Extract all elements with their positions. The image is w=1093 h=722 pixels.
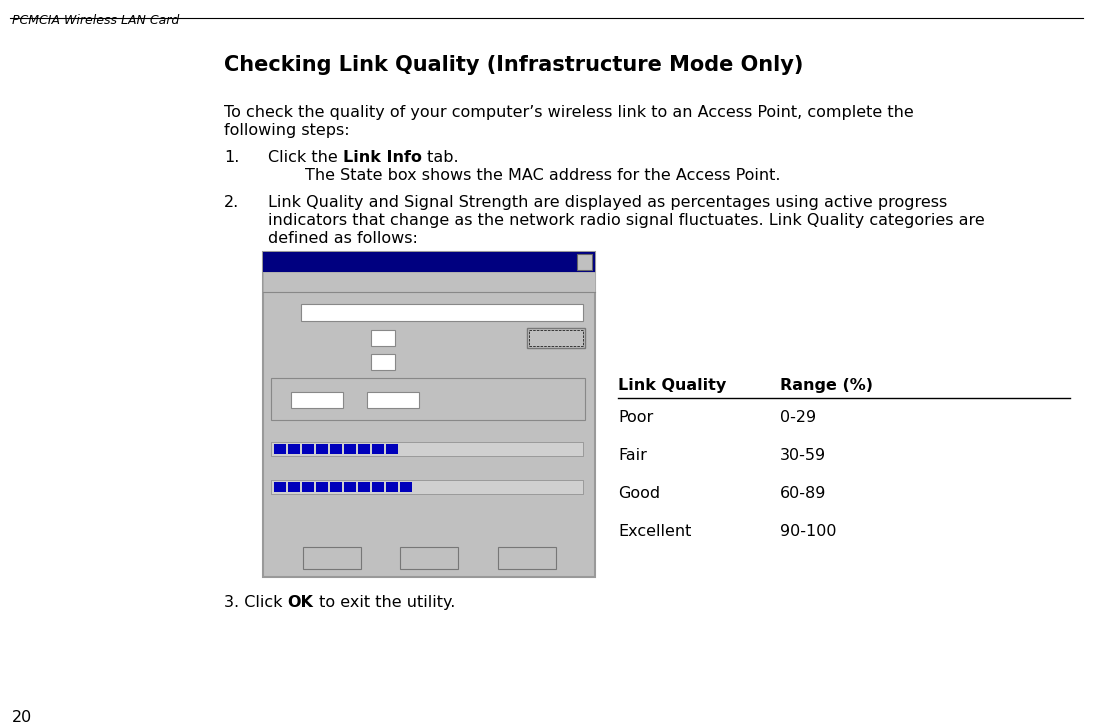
Bar bbox=[527, 328, 585, 348]
Text: to exit the utility.: to exit the utility. bbox=[314, 595, 455, 610]
Bar bbox=[263, 272, 595, 292]
Text: Wireless LAN Configuration Utility: Wireless LAN Configuration Utility bbox=[269, 266, 422, 275]
Text: Click the: Click the bbox=[268, 150, 343, 165]
Bar bbox=[359, 482, 371, 492]
Bar bbox=[400, 547, 458, 569]
Text: Excellent: Excellent bbox=[618, 524, 692, 539]
Text: following steps:: following steps: bbox=[224, 123, 350, 138]
Text: Link Quality:    Fair (40%): Link Quality: Fair (40%) bbox=[271, 439, 385, 448]
Bar bbox=[371, 330, 395, 346]
Text: 90-100: 90-100 bbox=[780, 524, 836, 539]
Bar bbox=[359, 444, 371, 454]
Text: 0: 0 bbox=[294, 405, 299, 414]
Bar bbox=[372, 482, 384, 492]
Text: Link Info   Configuration   Encryption   About: Link Info Configuration Encryption About bbox=[269, 286, 456, 295]
Bar bbox=[271, 442, 583, 456]
Bar bbox=[263, 252, 595, 577]
Bar bbox=[386, 444, 398, 454]
Bar bbox=[577, 254, 592, 270]
Bar bbox=[302, 444, 314, 454]
Bar bbox=[529, 330, 583, 346]
Text: Link Quality: Link Quality bbox=[618, 378, 726, 393]
Text: Checking Link Quality (Infrastructure Mode Only): Checking Link Quality (Infrastructure Mo… bbox=[224, 55, 803, 75]
Text: To check the quality of your computer’s wireless link to an Access Point, comple: To check the quality of your computer’s … bbox=[224, 105, 914, 120]
Bar bbox=[316, 444, 328, 454]
Text: 11: 11 bbox=[374, 366, 386, 375]
Bar bbox=[287, 482, 299, 492]
Text: Mbits/s: Mbits/s bbox=[399, 366, 431, 375]
Bar bbox=[316, 482, 328, 492]
Text: Signal Strength:    Fair (46%): Signal Strength: Fair (46%) bbox=[271, 477, 401, 486]
Bar bbox=[291, 392, 343, 408]
Text: −Throughput [Bytes/sec]─: −Throughput [Bytes/sec]─ bbox=[274, 386, 375, 395]
Text: tab.: tab. bbox=[422, 150, 458, 165]
Text: 2.: 2. bbox=[224, 195, 239, 210]
Text: Associated : BSS ID = 00:90:95:06:0C:20: Associated : BSS ID = 00:90:95:06:0C:20 bbox=[305, 317, 461, 326]
Text: 3. Click: 3. Click bbox=[224, 595, 287, 610]
Bar bbox=[271, 378, 585, 420]
Bar bbox=[271, 480, 583, 494]
Text: 60-89: 60-89 bbox=[780, 486, 826, 501]
Text: State: State bbox=[271, 316, 295, 325]
Bar bbox=[263, 252, 595, 272]
Text: The State box shows the MAC address for the Access Point.: The State box shows the MAC address for … bbox=[305, 168, 780, 183]
Text: 938: 938 bbox=[371, 405, 387, 414]
Bar bbox=[301, 304, 583, 321]
Text: OK: OK bbox=[287, 595, 314, 610]
Bar bbox=[497, 547, 555, 569]
Text: 0-29: 0-29 bbox=[780, 410, 816, 425]
Text: 1.: 1. bbox=[224, 150, 239, 165]
Bar bbox=[274, 482, 286, 492]
Text: Fair: Fair bbox=[618, 448, 647, 463]
Text: PCMCIA Wireless LAN Card: PCMCIA Wireless LAN Card bbox=[12, 14, 179, 27]
Text: 20: 20 bbox=[12, 710, 33, 722]
Bar bbox=[372, 444, 384, 454]
Bar bbox=[302, 482, 314, 492]
Bar bbox=[367, 392, 419, 408]
Text: x: x bbox=[584, 267, 589, 276]
Text: Rx: Rx bbox=[355, 404, 366, 413]
Bar bbox=[344, 444, 356, 454]
Text: Rescan: Rescan bbox=[540, 342, 573, 351]
Bar bbox=[344, 482, 356, 492]
Bar bbox=[274, 444, 286, 454]
Bar bbox=[330, 444, 342, 454]
Text: Tx: Tx bbox=[277, 404, 287, 413]
Text: Poor: Poor bbox=[618, 410, 654, 425]
Text: Current Channel: Current Channel bbox=[271, 342, 345, 351]
Bar bbox=[386, 482, 398, 492]
Text: Link Info: Link Info bbox=[343, 150, 422, 165]
Text: 1: 1 bbox=[374, 342, 379, 351]
Text: OK: OK bbox=[325, 562, 338, 571]
Text: Range (%): Range (%) bbox=[780, 378, 873, 393]
Bar bbox=[371, 354, 395, 370]
Bar bbox=[303, 547, 361, 569]
Bar bbox=[287, 444, 299, 454]
Text: Cancel: Cancel bbox=[413, 562, 445, 571]
Text: Help: Help bbox=[516, 562, 537, 571]
Bar bbox=[400, 482, 412, 492]
Text: Current Tx Rate: Current Tx Rate bbox=[271, 366, 342, 375]
Bar bbox=[330, 482, 342, 492]
Text: indicators that change as the network radio signal fluctuates. Link Quality cate: indicators that change as the network ra… bbox=[268, 213, 985, 228]
Text: Link Quality and Signal Strength are displayed as percentages using active progr: Link Quality and Signal Strength are dis… bbox=[268, 195, 948, 210]
Text: Good: Good bbox=[618, 486, 660, 501]
Text: 30-59: 30-59 bbox=[780, 448, 826, 463]
Text: defined as follows:: defined as follows: bbox=[268, 231, 418, 246]
